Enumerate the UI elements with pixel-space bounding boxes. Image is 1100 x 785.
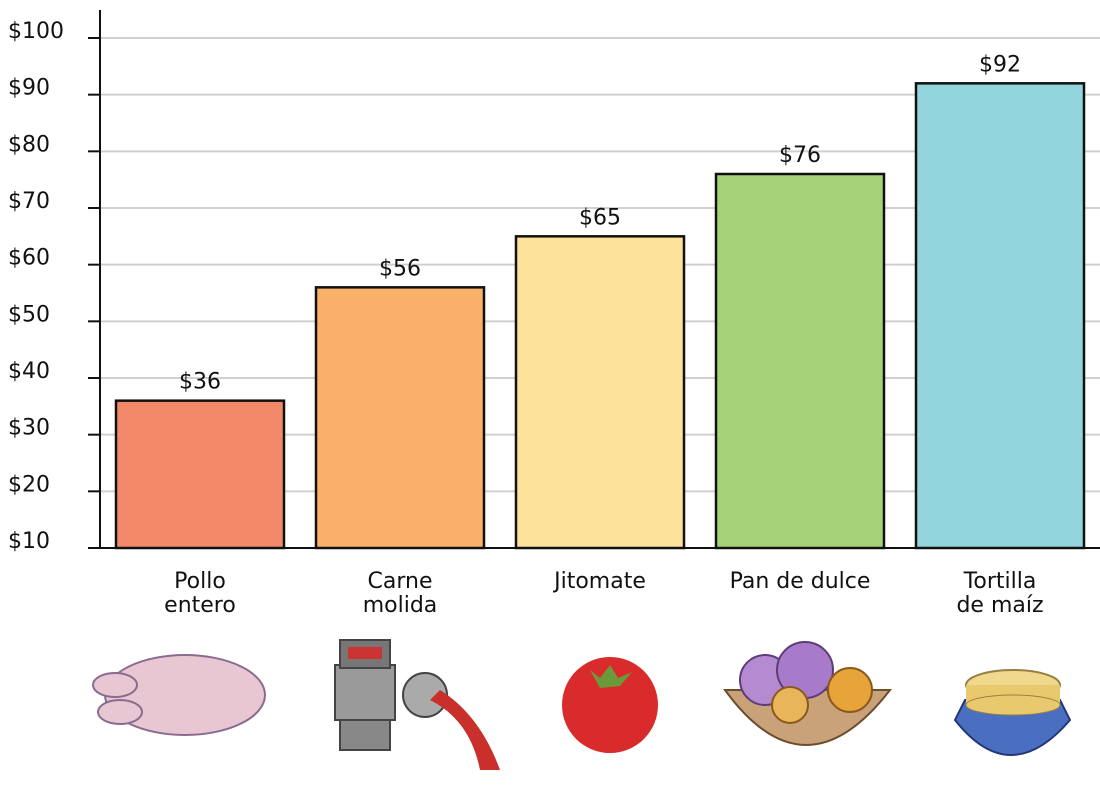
- bar: [714, 172, 886, 550]
- x-tick-label: Tortilla de maíz: [956, 569, 1044, 618]
- y-tick-label: $100: [8, 19, 64, 44]
- tortilla-icon: [953, 669, 1072, 756]
- y-tick-label: $90: [8, 76, 50, 101]
- x-tick-label: Pollo entero: [164, 569, 236, 618]
- bar: [114, 399, 286, 550]
- y-tick-label: $10: [8, 529, 50, 554]
- value-label: $65: [579, 205, 621, 230]
- value-label: $92: [979, 52, 1021, 77]
- bar: [314, 286, 486, 550]
- bar: [914, 82, 1086, 550]
- value-label: $76: [779, 143, 821, 168]
- y-tick-label: $80: [8, 132, 50, 157]
- x-tick-label: Pan de dulce: [729, 569, 871, 594]
- y-tick-label: $60: [8, 246, 50, 271]
- bread-basket-icon: [723, 641, 893, 746]
- value-label: $36: [179, 370, 221, 395]
- tomato-icon: [562, 657, 658, 753]
- y-tick-label: $20: [8, 472, 50, 497]
- bar: [514, 235, 686, 550]
- value-label: $56: [379, 256, 421, 281]
- grinder-icon: [334, 639, 500, 770]
- y-tick-label: $50: [8, 302, 50, 327]
- chicken-icon: [92, 654, 266, 736]
- y-tick-label: $40: [8, 359, 50, 384]
- y-tick-label: $70: [8, 189, 50, 214]
- y-tick-label: $30: [8, 416, 50, 441]
- illustrations: [92, 639, 1072, 770]
- x-tick-label: Carne molida: [362, 569, 438, 618]
- x-tick-label: Jitomate: [554, 569, 646, 594]
